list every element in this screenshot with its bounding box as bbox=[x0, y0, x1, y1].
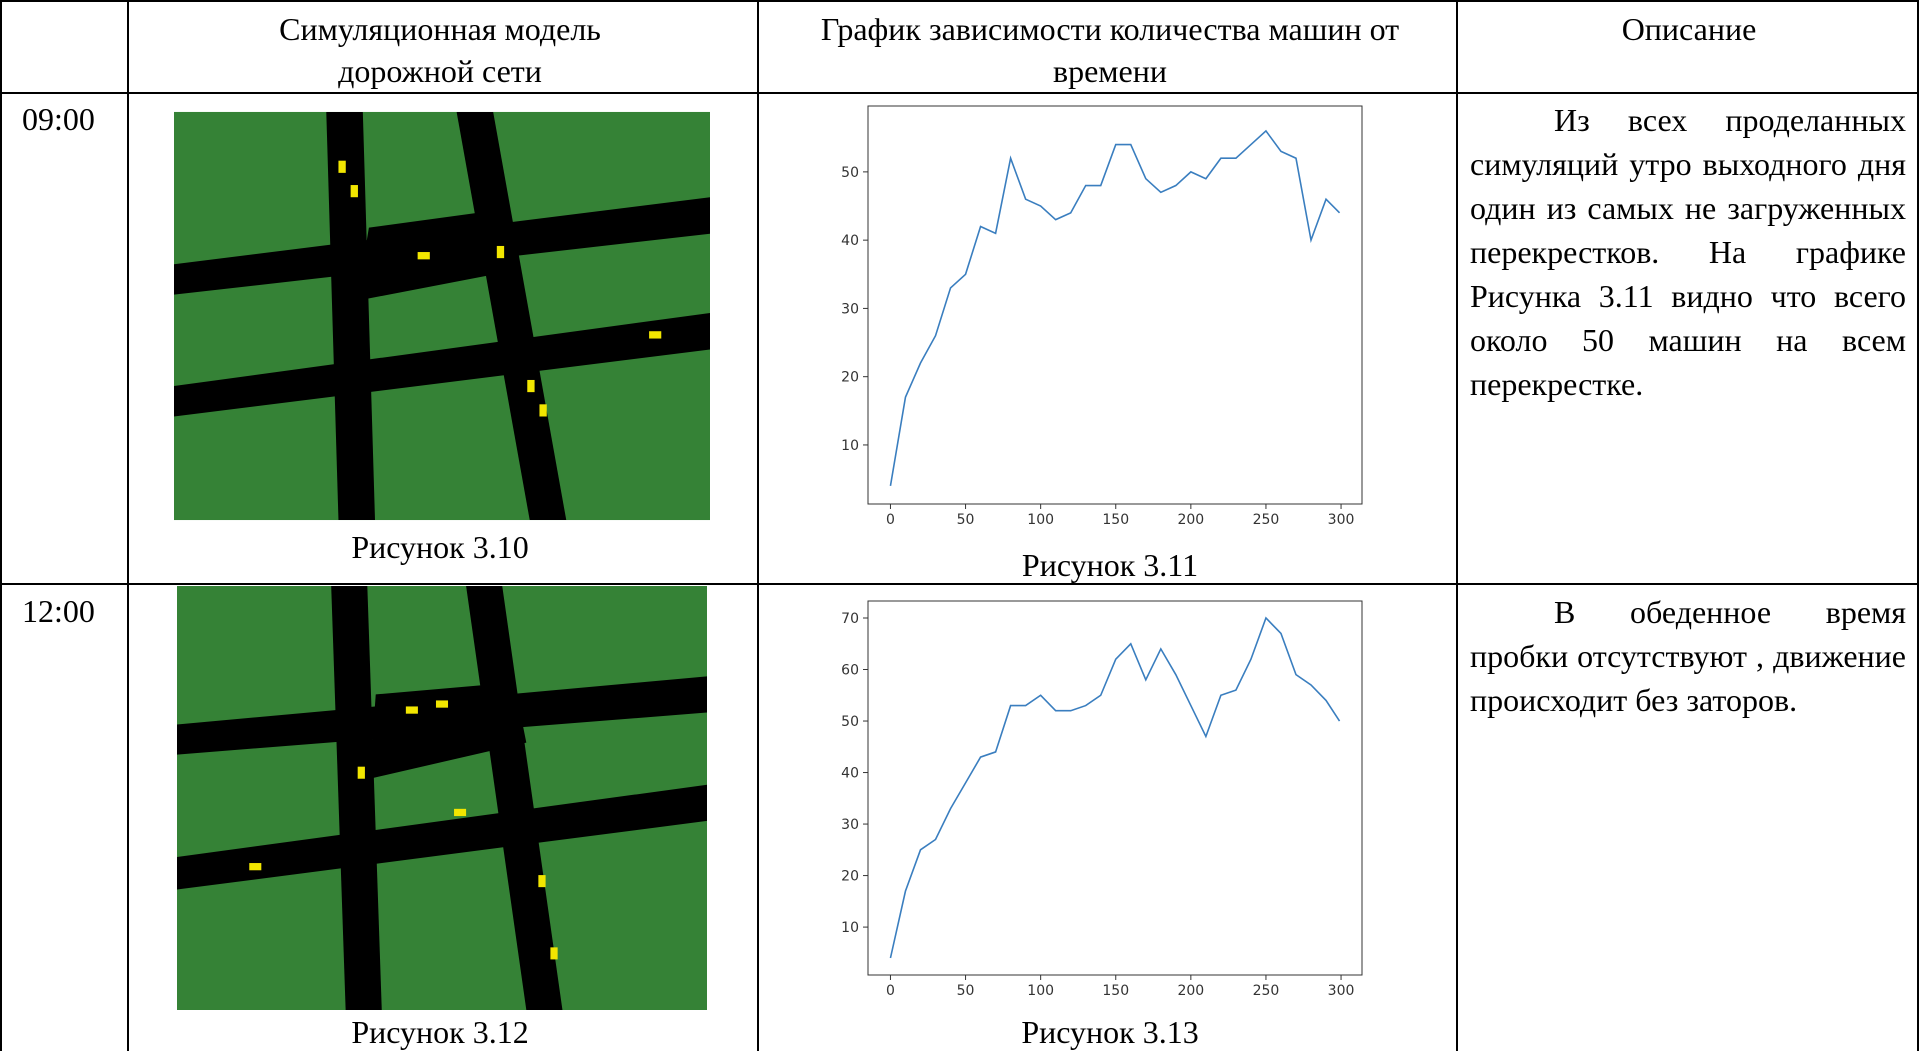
y-tick-label: 50 bbox=[841, 165, 859, 181]
x-tick-label: 50 bbox=[957, 983, 975, 999]
x-tick-label: 200 bbox=[1177, 983, 1204, 999]
figure-caption: Рисунок 3.10 bbox=[240, 526, 640, 568]
plot-frame bbox=[868, 601, 1362, 975]
header-cell: Описание bbox=[1460, 8, 1918, 50]
x-tick-label: 200 bbox=[1177, 512, 1204, 528]
figure-caption: Рисунок 3.11 bbox=[820, 544, 1400, 586]
border bbox=[127, 0, 129, 1051]
header-cell: График зависимости количества машин от в… bbox=[820, 8, 1400, 92]
x-tick-label: 0 bbox=[886, 983, 895, 999]
document: Симуляционная модель дорожной сети Графи… bbox=[0, 0, 1919, 1051]
data-line bbox=[890, 131, 1339, 486]
description: В обеденное время пробки отсутствуют , д… bbox=[1470, 590, 1906, 722]
plot-frame bbox=[868, 106, 1362, 504]
y-tick-label: 40 bbox=[841, 233, 859, 249]
line-chart: 0 50 100 150 200 250 300 10 20 30 40 50 bbox=[820, 95, 1380, 535]
y-tick-label: 70 bbox=[841, 611, 859, 627]
time: 12:00 bbox=[22, 590, 95, 632]
description: Из всех проделанных симуляций утро выход… bbox=[1470, 98, 1906, 406]
x-tick-label: 100 bbox=[1027, 983, 1054, 999]
figure-caption: Рисунок 3.12 bbox=[240, 1011, 640, 1053]
border bbox=[1456, 0, 1458, 1051]
x-tick-label: 150 bbox=[1102, 983, 1129, 999]
header-cell: Симуляционная модель дорожной сети bbox=[240, 8, 640, 92]
y-tick-label: 50 bbox=[841, 714, 859, 730]
simulation-image bbox=[177, 586, 707, 1010]
border bbox=[0, 92, 1919, 94]
border bbox=[0, 0, 2, 1051]
line-chart: 0 50 100 150 200 250 300 10 20 30 40 50 60 70 bbox=[820, 590, 1380, 1010]
x-tick-label: 150 bbox=[1102, 512, 1129, 528]
simulation-image bbox=[174, 111, 710, 521]
border bbox=[0, 0, 1919, 2]
x-tick-label: 250 bbox=[1253, 512, 1280, 528]
y-tick-label: 30 bbox=[841, 817, 859, 833]
y-tick-label: 60 bbox=[841, 663, 859, 679]
border bbox=[757, 0, 759, 1051]
time: 09:00 bbox=[22, 98, 95, 140]
y-tick-label: 20 bbox=[841, 370, 859, 386]
data-line bbox=[890, 618, 1339, 958]
x-tick-label: 50 bbox=[957, 512, 975, 528]
x-tick-label: 300 bbox=[1328, 512, 1355, 528]
y-tick-label: 10 bbox=[841, 438, 859, 454]
x-tick-label: 0 bbox=[886, 512, 895, 528]
y-tick-label: 20 bbox=[841, 869, 859, 885]
x-tick-label: 300 bbox=[1328, 983, 1355, 999]
y-tick-label: 10 bbox=[841, 920, 859, 936]
x-tick-label: 250 bbox=[1253, 983, 1280, 999]
figure-caption: Рисунок 3.13 bbox=[820, 1011, 1400, 1053]
y-tick-label: 30 bbox=[841, 301, 859, 317]
y-tick-label: 40 bbox=[841, 766, 859, 782]
x-tick-label: 100 bbox=[1027, 512, 1054, 528]
